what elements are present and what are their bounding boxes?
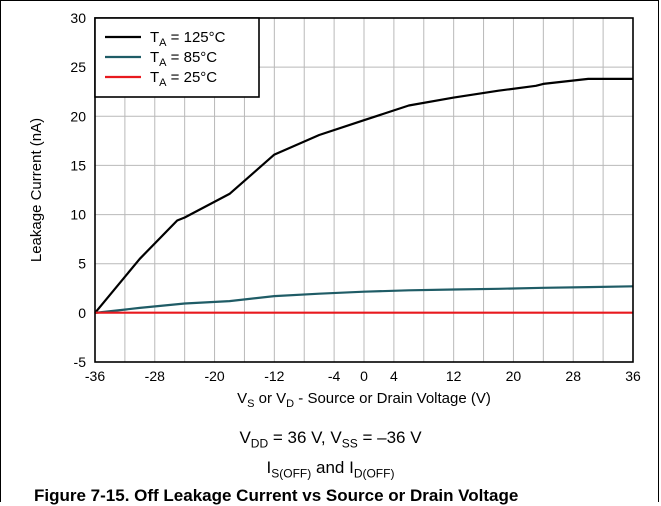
legend-label-2: TA​ = 25°C (150, 69, 217, 89)
x-tick-label: 4 (390, 368, 398, 384)
figure-title: Figure 7-15. Off Leakage Current vs Sour… (34, 486, 519, 505)
y-tick-label: 0 (78, 305, 86, 321)
y-tick-label: 15 (70, 157, 86, 173)
series-line-0 (94, 77, 633, 314)
y-tick-label: 30 (70, 10, 86, 26)
legend-label-1: TA​ = 85°C (150, 49, 217, 69)
x-axis-label: VS​ or VD​ - Source or Drain Voltage (V) (237, 390, 491, 410)
x-tick-label: -12 (264, 368, 284, 384)
y-axis-label: Leakage Current (nA) (28, 118, 45, 262)
x-tick-label: -4 (328, 368, 341, 384)
legend: TA​ = 125°CTA​ = 85°CTA​ = 25°C (94, 17, 260, 98)
series-line-1 (94, 285, 634, 314)
current-names: IS(OFF) and ID(OFF) (266, 458, 395, 481)
y-tick-label: 5 (78, 256, 86, 272)
y-tick-label: -5 (74, 354, 87, 370)
series-lines (94, 77, 634, 314)
y-tick-label: 20 (70, 108, 86, 124)
legend-label-0: TA​ = 125°C (150, 29, 226, 49)
plot-border (94, 17, 634, 363)
x-tick-label: 36 (625, 368, 641, 384)
x-tick-label: 12 (446, 368, 462, 384)
x-tick-label: 28 (565, 368, 581, 384)
x-tick-label: -36 (85, 368, 105, 384)
x-tick-label: -20 (204, 368, 224, 384)
y-tick-labels: -5 0 5 10 15 20 25 30 (70, 10, 86, 370)
x-tick-label: 0 (360, 368, 368, 384)
y-tick-label: 25 (70, 59, 86, 75)
x-tick-label: -28 (145, 368, 165, 384)
test-conditions: VDD = 36 V, VSS = –36 V (239, 428, 422, 451)
y-tick-label: 10 (70, 207, 86, 223)
x-tick-labels: -36 -28 -20 -12 -4 0 4 12 20 28 36 (85, 368, 641, 384)
x-tick-label: 20 (506, 368, 522, 384)
